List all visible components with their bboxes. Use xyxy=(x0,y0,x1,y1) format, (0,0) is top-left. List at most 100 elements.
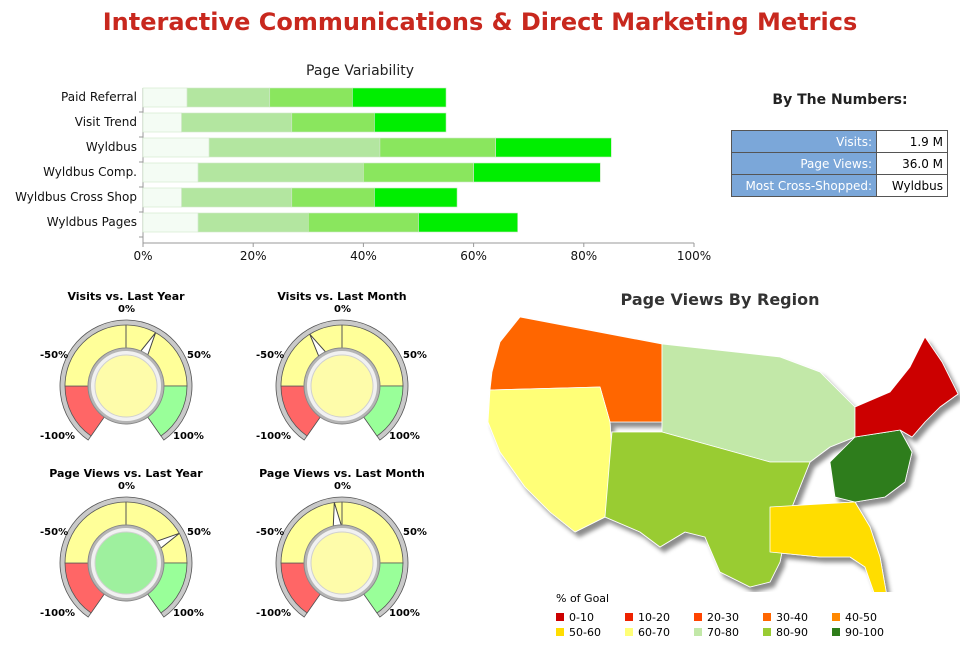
bar-segment xyxy=(291,187,375,208)
legend-label: 20-30 xyxy=(707,611,739,624)
gauge-tick-label: 100% xyxy=(173,431,204,442)
x-tick-label: 0% xyxy=(133,249,152,262)
region-northeast xyxy=(854,336,959,438)
gauge-title: Page Views vs. Last Year xyxy=(49,467,203,480)
bar-segment xyxy=(142,212,199,233)
category-label: Visit Trend xyxy=(75,115,137,129)
legend-item: 40-50 xyxy=(832,611,877,624)
gauge-tick-label: 0% xyxy=(334,304,351,315)
gauge-page-views-last-year: Page Views vs. Last Year -100% -50% 0% 50% 10… xyxy=(26,467,226,642)
legend-swatch xyxy=(763,628,771,636)
numbers-label: Visits: xyxy=(731,130,877,153)
gauge-hub-center xyxy=(310,354,374,418)
bar-segment xyxy=(142,162,199,183)
legend-swatch xyxy=(625,613,633,621)
legend-item: 20-30 xyxy=(694,611,739,624)
gauge-tick-label: 100% xyxy=(389,608,420,619)
bar-segment xyxy=(197,162,364,183)
bar-segment xyxy=(197,212,309,233)
region-southeast xyxy=(769,501,887,592)
numbers-row-cross-shopped: Most Cross-Shopped: Wyldbus xyxy=(731,174,948,197)
gauge-dial xyxy=(59,496,193,618)
page-title: Interactive Communications & Direct Mark… xyxy=(102,8,858,36)
gauge-tick-label: -50% xyxy=(40,527,69,538)
category-label: Wyldbus xyxy=(86,140,137,154)
gauge-dial xyxy=(59,319,193,441)
legend-label: 90-100 xyxy=(845,626,884,639)
legend-label: 40-50 xyxy=(845,611,877,624)
gauge-tick-label: -100% xyxy=(256,608,292,619)
gauge-hub-center xyxy=(94,531,158,595)
legend-label: 30-40 xyxy=(776,611,808,624)
legend-item: 70-80 xyxy=(694,626,739,639)
numbers-value: 36.0 M xyxy=(876,152,948,175)
gauge-tick-label: 100% xyxy=(389,431,420,442)
gauge-tick-label: 50% xyxy=(403,527,427,538)
gauge-title: Page Views vs. Last Month xyxy=(259,467,425,480)
gauge-dial xyxy=(275,496,409,618)
legend-swatch xyxy=(832,628,840,636)
bar-segment xyxy=(269,87,353,108)
gauge-tick-label: -50% xyxy=(256,350,285,361)
legend-item: 10-20 xyxy=(625,611,670,624)
legend-swatch xyxy=(694,628,702,636)
region-west xyxy=(487,386,613,533)
gauge-tick-label: -50% xyxy=(40,350,69,361)
bar-segment xyxy=(142,87,188,108)
legend-item: 60-70 xyxy=(625,626,670,639)
legend-swatch xyxy=(832,613,840,621)
bar-segment xyxy=(142,187,182,208)
legend-item: 90-100 xyxy=(832,626,884,639)
bar-segment xyxy=(307,212,419,233)
gauge-tick-label: -50% xyxy=(256,527,285,538)
map-title: Page Views By Region xyxy=(620,290,820,309)
gauge-tick-label: 0% xyxy=(334,481,351,492)
legend-item: 0-10 xyxy=(556,611,594,624)
x-tick-label: 20% xyxy=(240,249,267,262)
bar-segment xyxy=(142,112,182,133)
x-tick-label: 40% xyxy=(350,249,377,262)
gauge-dial xyxy=(275,319,409,441)
category-label: Wyldbus Cross Shop xyxy=(15,190,137,204)
legend-swatch xyxy=(556,628,564,636)
legend-label: 60-70 xyxy=(638,626,670,639)
legend-swatch xyxy=(763,613,771,621)
legend-title: % of Goal xyxy=(556,592,610,605)
numbers-row-visits: Visits: 1.9 M xyxy=(731,130,948,153)
category-label: Paid Referral xyxy=(61,90,137,104)
page-variability-chart: Paid Referral Visit Trend Wyldbus Wyldbus C… xyxy=(15,87,711,262)
bar-segment xyxy=(374,187,458,208)
gauge-tick-label: 50% xyxy=(187,350,211,361)
category-label: Wyldbus Comp. xyxy=(43,165,137,179)
x-tick-label: 100% xyxy=(677,249,711,262)
legend-label: 10-20 xyxy=(638,611,670,624)
bar-segment xyxy=(495,137,612,158)
bar-segment xyxy=(363,162,474,183)
bar-segment xyxy=(186,87,271,108)
numbers-value: Wyldbus xyxy=(876,174,948,197)
bar-segment xyxy=(142,137,210,158)
numbers-title: By The Numbers: xyxy=(772,92,908,108)
region-mid-atlantic xyxy=(829,429,913,503)
bar-chart-title: Page Variability xyxy=(306,63,414,79)
gauge-hub-center xyxy=(94,354,158,418)
legend-swatch xyxy=(625,628,633,636)
gauge-visits-last-month: Visits vs. Last Month -100% -50% 0% 50% 100% xyxy=(242,290,442,465)
legend-label: 0-10 xyxy=(569,611,594,624)
gauge-title: Visits vs. Last Year xyxy=(67,290,185,303)
legend-label: 80-90 xyxy=(776,626,808,639)
legend-item: 80-90 xyxy=(763,626,808,639)
gauge-tick-label: 0% xyxy=(118,481,135,492)
bar-segment xyxy=(473,162,601,183)
us-region-map xyxy=(487,316,959,592)
bar-segment xyxy=(181,187,293,208)
numbers-label: Most Cross-Shopped: xyxy=(731,174,877,197)
bar-segment xyxy=(352,87,447,108)
bar-segment xyxy=(418,212,518,233)
gauge-tick-label: 50% xyxy=(187,527,211,538)
legend-label: 50-60 xyxy=(569,626,601,639)
gauge-title: Visits vs. Last Month xyxy=(277,290,407,303)
category-label: Wyldbus Pages xyxy=(47,215,137,229)
gauge-tick-label: -100% xyxy=(40,431,76,442)
bar-segment xyxy=(291,112,375,133)
